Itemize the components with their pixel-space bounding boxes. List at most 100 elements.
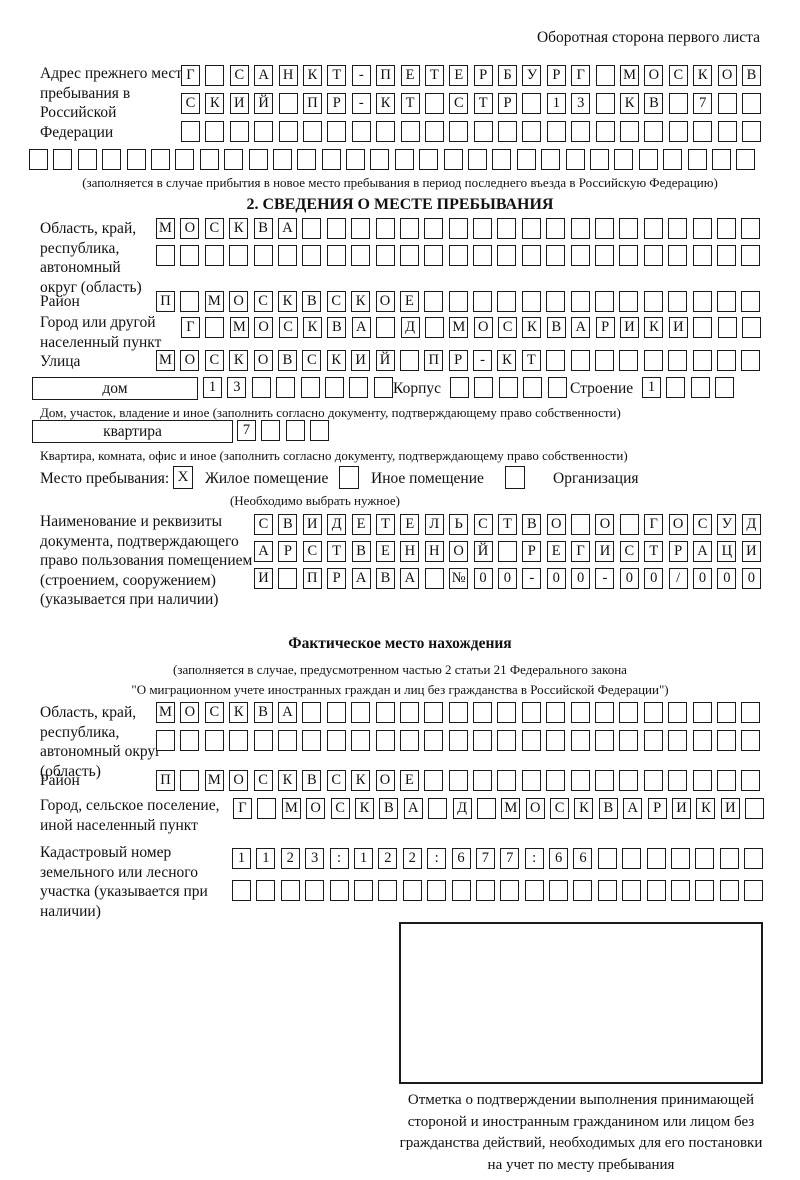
char-cell[interactable] — [498, 377, 518, 398]
char-cell[interactable] — [351, 121, 371, 142]
char-cell[interactable] — [278, 568, 298, 589]
char-cell[interactable] — [351, 218, 371, 239]
char-cell[interactable] — [497, 702, 517, 723]
char-cell[interactable] — [547, 377, 567, 398]
char-cell[interactable]: Й — [375, 350, 395, 371]
char-cell[interactable] — [646, 880, 666, 901]
char-cell[interactable]: 2 — [378, 848, 398, 869]
char-cell[interactable] — [741, 121, 761, 142]
char-cell[interactable]: 2 — [402, 848, 422, 869]
char-cell[interactable]: А — [277, 702, 297, 723]
char-cell[interactable] — [424, 770, 444, 791]
apartment-box[interactable]: квартира — [32, 420, 233, 443]
char-cell[interactable] — [595, 245, 615, 266]
char-cell[interactable]: О — [546, 514, 566, 535]
char-cell[interactable] — [424, 218, 444, 239]
char-cell[interactable]: 6 — [451, 848, 471, 869]
char-cell[interactable]: О — [644, 65, 664, 86]
char-cell[interactable]: И — [254, 568, 273, 589]
char-cell[interactable] — [399, 350, 419, 371]
char-cell[interactable]: Р — [647, 798, 667, 819]
char-cell[interactable]: : — [427, 848, 447, 869]
char-cell[interactable]: Ь — [449, 514, 469, 535]
char-cell[interactable] — [541, 149, 561, 170]
char-cell[interactable] — [643, 770, 663, 791]
char-cell[interactable] — [497, 291, 517, 312]
char-cell[interactable] — [595, 93, 615, 114]
char-cell[interactable]: Г — [181, 317, 200, 338]
char-cell[interactable]: И — [351, 350, 371, 371]
char-cell[interactable]: И — [720, 798, 740, 819]
char-cell[interactable]: В — [741, 65, 761, 86]
char-cell[interactable] — [473, 730, 493, 751]
char-cell[interactable]: Е — [399, 291, 419, 312]
char-cell[interactable]: : — [329, 848, 349, 869]
char-cell[interactable] — [643, 702, 663, 723]
char-cell[interactable]: С — [253, 770, 273, 791]
char-cell[interactable]: И — [668, 317, 688, 338]
char-cell[interactable]: А — [400, 568, 420, 589]
char-cell[interactable] — [716, 730, 736, 751]
char-cell[interactable]: 3 — [571, 93, 591, 114]
char-cell[interactable]: П — [302, 93, 322, 114]
char-cell[interactable]: Е — [375, 541, 395, 562]
char-cell[interactable]: 1 — [546, 93, 566, 114]
char-cell[interactable]: С — [302, 541, 322, 562]
char-cell[interactable] — [644, 121, 664, 142]
char-cell[interactable]: Р — [498, 93, 518, 114]
char-cell[interactable]: Р — [278, 541, 298, 562]
char-cell[interactable] — [375, 218, 395, 239]
char-cell[interactable]: Г — [233, 798, 252, 819]
char-cell[interactable]: С — [302, 350, 322, 371]
char-cell[interactable]: Т — [327, 541, 347, 562]
char-cell[interactable] — [716, 770, 736, 791]
char-cell[interactable]: А — [693, 541, 713, 562]
char-cell[interactable] — [521, 730, 541, 751]
char-cell[interactable] — [394, 149, 414, 170]
char-cell[interactable]: С — [498, 317, 518, 338]
char-cell[interactable] — [595, 218, 615, 239]
char-cell[interactable] — [277, 730, 297, 751]
char-cell[interactable]: С — [204, 350, 224, 371]
char-cell[interactable] — [643, 291, 663, 312]
char-cell[interactable] — [473, 121, 493, 142]
char-cell[interactable] — [498, 121, 518, 142]
char-cell[interactable] — [427, 880, 447, 901]
char-cell[interactable]: А — [623, 798, 643, 819]
char-cell[interactable]: В — [253, 702, 273, 723]
char-cell[interactable] — [692, 245, 712, 266]
char-cell[interactable] — [375, 730, 395, 751]
char-cell[interactable] — [619, 218, 639, 239]
char-cell[interactable]: Й — [254, 93, 274, 114]
char-cell[interactable] — [402, 880, 422, 901]
char-cell[interactable] — [643, 245, 663, 266]
char-cell[interactable] — [302, 121, 322, 142]
char-cell[interactable]: В — [598, 798, 618, 819]
char-cell[interactable] — [668, 93, 688, 114]
char-cell[interactable]: И — [229, 93, 249, 114]
char-cell[interactable] — [643, 350, 663, 371]
char-cell[interactable]: К — [574, 798, 594, 819]
checkbox-other-premises[interactable] — [339, 466, 359, 489]
char-cell[interactable]: С — [326, 770, 346, 791]
char-cell[interactable]: М — [501, 798, 521, 819]
char-cell[interactable]: И — [741, 541, 761, 562]
char-cell[interactable] — [717, 317, 737, 338]
char-cell[interactable] — [522, 93, 542, 114]
char-cell[interactable] — [156, 245, 175, 266]
char-cell[interactable] — [716, 218, 736, 239]
char-cell[interactable]: П — [424, 350, 444, 371]
char-cell[interactable] — [424, 317, 444, 338]
char-cell[interactable]: 6 — [549, 848, 569, 869]
char-cell[interactable] — [351, 730, 371, 751]
char-cell[interactable] — [476, 798, 496, 819]
char-cell[interactable]: Е — [400, 514, 420, 535]
char-cell[interactable]: Р — [546, 65, 566, 86]
checkbox-organization[interactable] — [505, 466, 525, 489]
char-cell[interactable] — [448, 730, 468, 751]
char-cell[interactable]: 1 — [642, 377, 661, 398]
char-cell[interactable]: В — [522, 514, 542, 535]
char-cell[interactable] — [523, 377, 543, 398]
char-cell[interactable]: / — [668, 568, 688, 589]
char-cell[interactable] — [711, 149, 731, 170]
